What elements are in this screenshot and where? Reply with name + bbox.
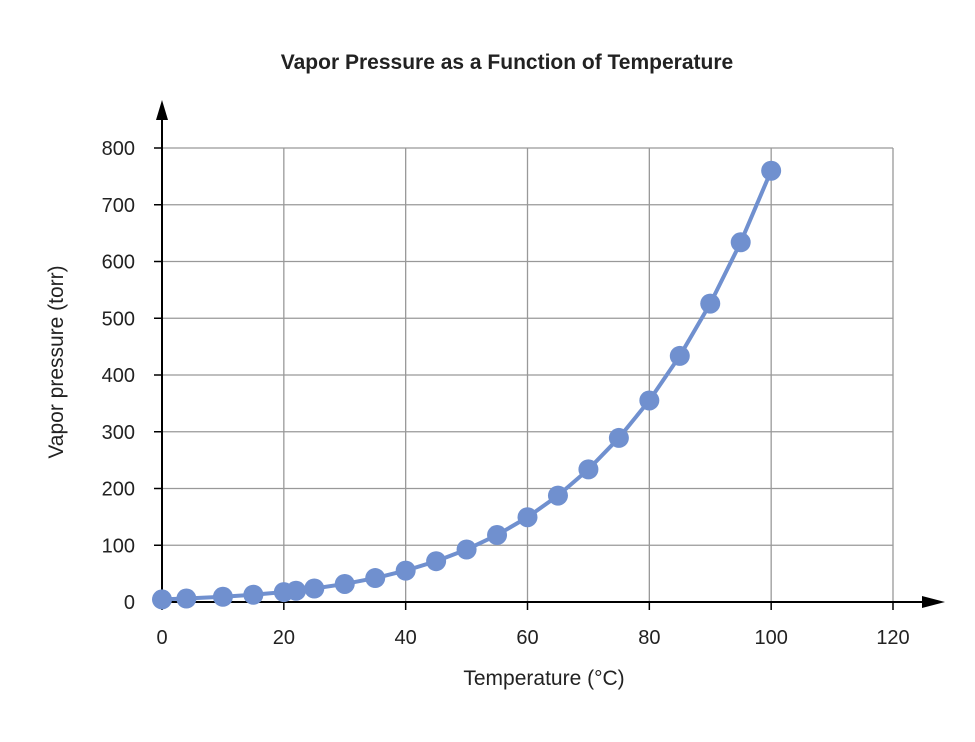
y-tick-label: 100 <box>102 535 135 557</box>
x-tick-label: 0 <box>156 627 167 649</box>
data-point <box>761 160 782 181</box>
data-points <box>152 160 782 610</box>
data-point <box>286 580 307 601</box>
data-point <box>426 551 447 572</box>
x-axis-label: Temperature (°C) <box>463 667 624 690</box>
data-point <box>547 485 568 506</box>
data-point <box>212 586 233 607</box>
x-axis-arrow <box>922 596 945 608</box>
x-tick-label: 20 <box>273 627 295 649</box>
data-point <box>517 507 538 528</box>
series-line <box>161 169 774 602</box>
y-tick-label: 200 <box>102 479 135 501</box>
chart-title: Vapor Pressure as a Function of Temperat… <box>281 51 733 74</box>
data-point <box>365 568 386 589</box>
data-point <box>669 345 690 366</box>
x-tick-label: 60 <box>516 627 538 649</box>
data-point <box>395 560 416 581</box>
x-tick-label: 100 <box>754 627 787 649</box>
y-tick-label: 800 <box>102 138 135 160</box>
data-point <box>176 588 197 609</box>
y-tick-label: 400 <box>102 365 135 387</box>
data-point <box>639 390 660 411</box>
data-point <box>304 578 325 599</box>
data-point <box>730 232 751 253</box>
y-axis-arrow <box>156 100 168 120</box>
y-axis-label: Vapor pressure (torr) <box>45 265 68 458</box>
grid <box>162 147 894 602</box>
data-point <box>152 589 172 610</box>
x-tick-label: 120 <box>876 627 909 649</box>
data-point <box>456 539 477 560</box>
data-point <box>700 293 721 314</box>
data-point <box>243 584 264 605</box>
data-point <box>608 427 629 448</box>
tick-labels: 0 20 40 60 80 100 120 0 100 200 300 400 500 600 700 800 <box>102 138 910 649</box>
y-tick-label: 500 <box>102 308 135 330</box>
y-tick-label: 700 <box>102 195 135 217</box>
axes <box>154 100 945 610</box>
x-tick-label: 40 <box>395 627 417 649</box>
data-point <box>487 525 508 546</box>
x-tick-label: 80 <box>638 627 660 649</box>
y-tick-label: 300 <box>102 422 135 444</box>
y-tick-label: 0 <box>124 592 135 614</box>
data-point <box>334 573 355 594</box>
y-tick-label: 600 <box>102 252 135 274</box>
data-point <box>578 459 599 480</box>
